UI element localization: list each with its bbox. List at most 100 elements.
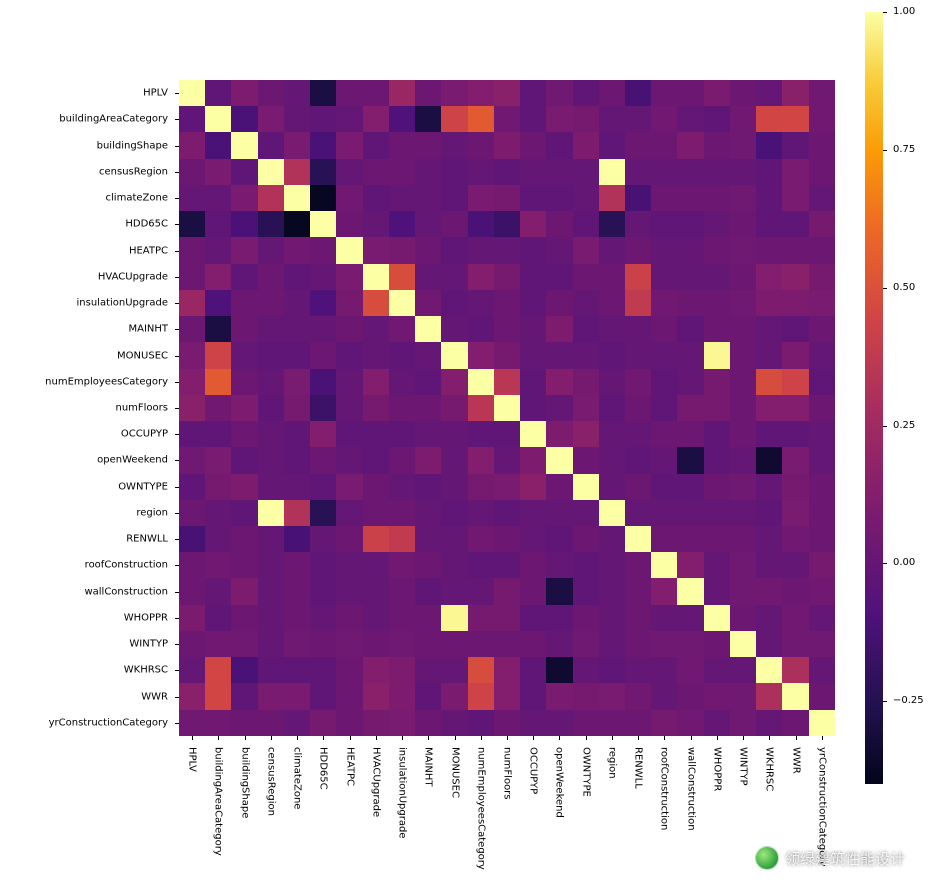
heatmap-cell	[468, 578, 494, 604]
heatmap-cell	[756, 578, 782, 604]
heatmap-cell	[782, 631, 808, 657]
heatmap-cell	[625, 106, 651, 132]
heatmap-cell	[494, 578, 520, 604]
heatmap-cell	[205, 447, 231, 473]
y-axis-label: HDD65C	[125, 219, 168, 230]
heatmap-cell	[677, 474, 703, 500]
heatmap-cell	[205, 159, 231, 185]
heatmap-cell	[599, 211, 625, 237]
heatmap-cell	[363, 578, 389, 604]
heatmap-cell	[730, 421, 756, 447]
heatmap-cell	[599, 552, 625, 578]
heatmap-cell	[363, 526, 389, 552]
y-axis-label: buildingAreaCategory	[59, 114, 168, 125]
heatmap-cell	[468, 264, 494, 290]
heatmap-cell	[441, 80, 467, 106]
heatmap-cell	[756, 421, 782, 447]
heatmap-cell	[730, 237, 756, 263]
heatmap-cell	[730, 159, 756, 185]
heatmap-cell	[389, 211, 415, 237]
heatmap-cell	[284, 316, 310, 342]
heatmap-cell	[205, 342, 231, 368]
heatmap-cell	[310, 185, 336, 211]
heatmap-cell	[520, 710, 546, 736]
heatmap-cell	[756, 683, 782, 709]
heatmap-cell	[468, 683, 494, 709]
heatmap-cell	[284, 500, 310, 526]
heatmap-cell	[258, 657, 284, 683]
heatmap-cell	[704, 159, 730, 185]
x-axis-label: wallConstruction	[685, 747, 696, 831]
heatmap-cell	[310, 578, 336, 604]
x-axis-label: buildingShape	[239, 747, 250, 818]
heatmap-cell	[677, 552, 703, 578]
heatmap-cell	[468, 342, 494, 368]
heatmap-cell	[310, 526, 336, 552]
heatmap-cell	[310, 710, 336, 736]
heatmap-cell	[599, 447, 625, 473]
heatmap-cell	[205, 290, 231, 316]
heatmap-cell	[231, 316, 257, 342]
y-axis-label: climateZone	[106, 193, 168, 204]
heatmap-cell	[782, 474, 808, 500]
heatmap-cell	[756, 657, 782, 683]
x-axis-label: insulationUpgrade	[397, 747, 408, 838]
heatmap-cell	[809, 578, 835, 604]
heatmap-cell	[441, 683, 467, 709]
heatmap-cell	[205, 185, 231, 211]
heatmap-cell	[441, 474, 467, 500]
heatmap-cell	[179, 526, 205, 552]
heatmap-cell	[231, 657, 257, 683]
heatmap-cell	[179, 80, 205, 106]
heatmap-cell	[756, 264, 782, 290]
heatmap-cell	[441, 159, 467, 185]
heatmap-cell	[809, 500, 835, 526]
heatmap-cell	[205, 264, 231, 290]
heatmap-cell	[520, 237, 546, 263]
heatmap-cell	[205, 474, 231, 500]
heatmap-cell	[258, 474, 284, 500]
heatmap-cell	[599, 132, 625, 158]
leaf-icon	[755, 846, 779, 870]
heatmap-cell	[231, 631, 257, 657]
heatmap-cell	[730, 683, 756, 709]
heatmap-cell	[310, 605, 336, 631]
heatmap-cell	[258, 631, 284, 657]
heatmap-cell	[284, 657, 310, 683]
heatmap-cell	[258, 264, 284, 290]
heatmap-cell	[205, 211, 231, 237]
heatmap-cell	[415, 264, 441, 290]
heatmap-cell	[704, 132, 730, 158]
heatmap-cell	[809, 342, 835, 368]
heatmap-cell	[809, 80, 835, 106]
heatmap-cell	[756, 447, 782, 473]
heatmap-cell	[546, 290, 572, 316]
heatmap-cell	[205, 80, 231, 106]
heatmap-cell	[625, 605, 651, 631]
heatmap-cell	[205, 500, 231, 526]
heatmap-cell	[651, 395, 677, 421]
heatmap-cell	[415, 290, 441, 316]
heatmap-cell	[284, 474, 310, 500]
heatmap-cell	[389, 526, 415, 552]
heatmap-cell	[258, 578, 284, 604]
y-axis-label: buildingShape	[97, 140, 168, 151]
heatmap-cell	[258, 552, 284, 578]
y-axis-label: wallConstruction	[84, 586, 168, 597]
heatmap-cell	[231, 683, 257, 709]
heatmap-cell	[782, 290, 808, 316]
heatmap-cell	[336, 316, 362, 342]
heatmap-cell	[284, 447, 310, 473]
heatmap-cell	[258, 342, 284, 368]
heatmap-cell	[730, 552, 756, 578]
x-axis-label: region	[606, 747, 617, 779]
heatmap-cell	[599, 80, 625, 106]
x-axis-label: numFloors	[502, 747, 513, 800]
heatmap-cell	[809, 369, 835, 395]
x-axis-label: openWeekend	[554, 747, 565, 818]
heatmap-cell	[441, 237, 467, 263]
y-axis-label: RENWLL	[126, 534, 168, 545]
heatmap-cell	[704, 264, 730, 290]
heatmap-cell	[599, 395, 625, 421]
heatmap-cell	[389, 710, 415, 736]
